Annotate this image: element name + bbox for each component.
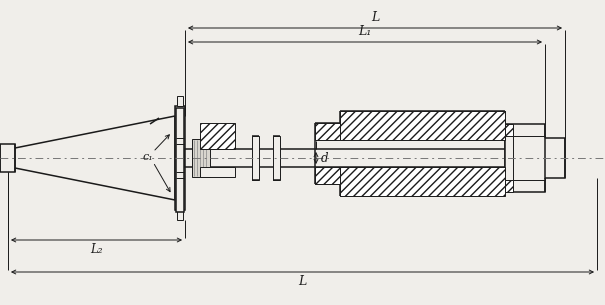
Text: L₁: L₁ — [358, 25, 371, 38]
Bar — [340, 167, 505, 196]
Bar — [200, 123, 235, 149]
Bar — [505, 124, 545, 192]
Bar — [545, 138, 565, 178]
Bar — [252, 136, 259, 180]
Bar — [513, 136, 545, 180]
Bar — [0, 144, 15, 172]
Bar — [315, 167, 340, 184]
Bar — [315, 123, 340, 140]
Bar — [177, 210, 183, 220]
Bar — [185, 149, 545, 167]
Bar — [505, 124, 513, 136]
Bar — [192, 139, 210, 177]
Text: L: L — [371, 11, 379, 24]
Bar — [177, 96, 183, 106]
Bar — [273, 136, 280, 180]
Text: c₁: c₁ — [143, 152, 154, 162]
Bar — [340, 111, 505, 140]
Bar — [175, 106, 185, 210]
Text: L₂: L₂ — [90, 243, 103, 256]
Bar — [505, 180, 513, 192]
Text: d: d — [321, 152, 329, 164]
Bar — [200, 167, 235, 177]
Bar — [176, 108, 184, 212]
Text: L: L — [298, 275, 307, 288]
